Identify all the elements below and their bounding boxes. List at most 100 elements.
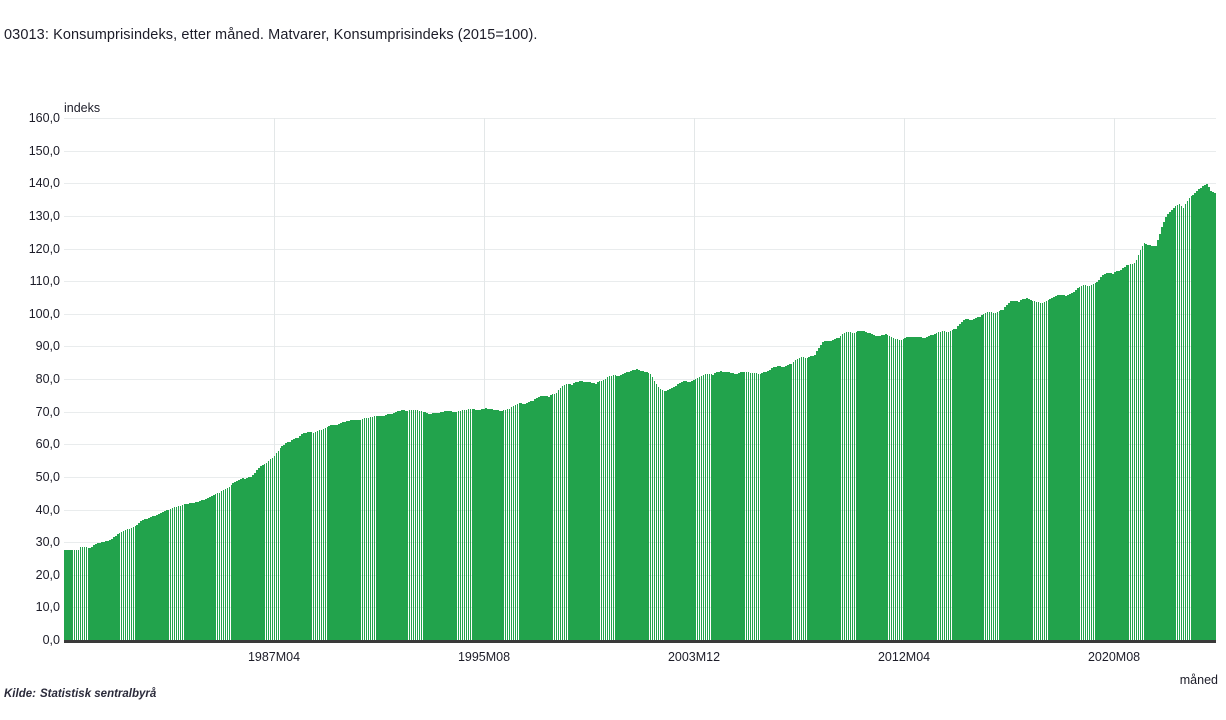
bar[interactable] bbox=[726, 372, 728, 640]
bar[interactable] bbox=[132, 527, 135, 640]
bar[interactable] bbox=[916, 336, 918, 640]
bar[interactable] bbox=[1139, 249, 1142, 640]
bar[interactable] bbox=[1178, 204, 1181, 640]
bar[interactable] bbox=[244, 478, 246, 640]
bar[interactable] bbox=[1084, 285, 1087, 640]
bar[interactable] bbox=[532, 400, 534, 640]
bar[interactable] bbox=[1116, 271, 1118, 640]
bar[interactable] bbox=[67, 549, 70, 640]
bar[interactable] bbox=[359, 420, 362, 640]
bar[interactable] bbox=[841, 334, 844, 640]
bar[interactable] bbox=[959, 323, 961, 640]
bar[interactable] bbox=[295, 438, 297, 640]
bar[interactable] bbox=[160, 512, 162, 640]
bar[interactable] bbox=[404, 410, 407, 640]
bar[interactable] bbox=[179, 505, 182, 640]
bar[interactable] bbox=[475, 410, 478, 640]
bar[interactable] bbox=[1012, 300, 1014, 640]
bar[interactable] bbox=[257, 468, 260, 640]
bar[interactable] bbox=[951, 330, 954, 640]
bar[interactable] bbox=[224, 489, 227, 640]
bar[interactable] bbox=[291, 440, 293, 640]
bar[interactable] bbox=[269, 459, 272, 640]
bar[interactable] bbox=[391, 413, 393, 640]
bar[interactable] bbox=[1133, 262, 1136, 640]
bar[interactable] bbox=[1135, 260, 1138, 640]
bar[interactable] bbox=[1180, 206, 1183, 640]
bar[interactable] bbox=[1088, 286, 1091, 640]
bar[interactable] bbox=[559, 388, 562, 640]
bar[interactable] bbox=[832, 339, 834, 640]
bar[interactable] bbox=[624, 373, 626, 640]
bar[interactable] bbox=[1037, 302, 1040, 640]
bar[interactable] bbox=[736, 374, 738, 640]
bar[interactable] bbox=[152, 516, 154, 640]
bar[interactable] bbox=[230, 485, 233, 640]
bar[interactable] bbox=[922, 337, 924, 640]
bar[interactable] bbox=[238, 479, 240, 640]
bar[interactable] bbox=[567, 383, 570, 640]
bar[interactable] bbox=[1120, 270, 1122, 640]
bar[interactable] bbox=[587, 382, 589, 640]
bar[interactable] bbox=[156, 515, 158, 640]
bar[interactable] bbox=[833, 338, 836, 640]
bar[interactable] bbox=[304, 432, 307, 640]
bar[interactable] bbox=[643, 371, 646, 640]
bar[interactable] bbox=[861, 330, 864, 640]
bar[interactable] bbox=[259, 466, 262, 640]
bar[interactable] bbox=[1020, 300, 1022, 640]
bar[interactable] bbox=[998, 310, 1001, 640]
bar[interactable] bbox=[1188, 198, 1191, 640]
bar[interactable] bbox=[655, 384, 658, 640]
bar[interactable] bbox=[749, 372, 752, 640]
bar[interactable] bbox=[1053, 296, 1056, 640]
bar[interactable] bbox=[265, 462, 268, 640]
bar[interactable] bbox=[910, 336, 912, 640]
bar[interactable] bbox=[873, 334, 875, 640]
bar[interactable] bbox=[449, 411, 452, 640]
bar[interactable] bbox=[126, 529, 129, 640]
bar[interactable] bbox=[1033, 301, 1036, 640]
bar[interactable] bbox=[393, 412, 395, 640]
bar[interactable] bbox=[591, 382, 593, 640]
bar[interactable] bbox=[892, 337, 895, 640]
bar[interactable] bbox=[1035, 301, 1038, 640]
bar[interactable] bbox=[636, 369, 638, 640]
bar[interactable] bbox=[64, 549, 66, 640]
bar[interactable] bbox=[665, 391, 668, 640]
bar[interactable] bbox=[442, 411, 444, 640]
bar[interactable] bbox=[158, 513, 160, 640]
bar[interactable] bbox=[171, 508, 174, 640]
bar[interactable] bbox=[232, 483, 235, 640]
bar[interactable] bbox=[802, 357, 805, 640]
bar[interactable] bbox=[216, 493, 219, 640]
bar[interactable] bbox=[312, 432, 315, 640]
bar[interactable] bbox=[395, 411, 397, 640]
bar[interactable] bbox=[120, 532, 123, 640]
bar[interactable] bbox=[512, 406, 515, 640]
bar[interactable] bbox=[612, 375, 615, 640]
bar[interactable] bbox=[988, 312, 991, 640]
bar[interactable] bbox=[1206, 183, 1208, 640]
bar[interactable] bbox=[1110, 273, 1112, 640]
bar[interactable] bbox=[976, 317, 979, 640]
bar[interactable] bbox=[93, 545, 96, 640]
bar[interactable] bbox=[865, 332, 867, 640]
bar[interactable] bbox=[1080, 285, 1083, 640]
bar[interactable] bbox=[681, 381, 683, 640]
bar[interactable] bbox=[107, 540, 109, 640]
bar[interactable] bbox=[690, 380, 693, 640]
bar[interactable] bbox=[252, 474, 254, 640]
bar[interactable] bbox=[700, 375, 703, 640]
bar[interactable] bbox=[683, 380, 685, 640]
bar[interactable] bbox=[773, 367, 775, 640]
bar[interactable] bbox=[352, 420, 354, 640]
bar[interactable] bbox=[792, 362, 795, 640]
bar[interactable] bbox=[788, 364, 791, 640]
bar[interactable] bbox=[926, 336, 928, 640]
bar[interactable] bbox=[935, 332, 938, 640]
bar[interactable] bbox=[720, 371, 722, 640]
bar[interactable] bbox=[661, 390, 664, 640]
bar[interactable] bbox=[1018, 301, 1020, 640]
bar[interactable] bbox=[167, 509, 170, 640]
